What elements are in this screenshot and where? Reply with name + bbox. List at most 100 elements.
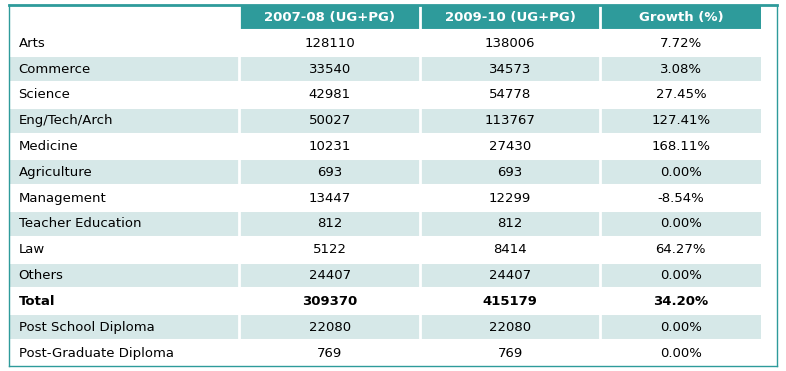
Bar [601, 289, 762, 314]
Text: 128110: 128110 [304, 37, 355, 50]
Text: 415179: 415179 [483, 295, 538, 308]
Text: 10231: 10231 [308, 140, 351, 153]
Text: 13447: 13447 [309, 191, 351, 205]
Text: 0.00%: 0.00% [660, 347, 702, 359]
Bar [9, 108, 240, 134]
Text: 693: 693 [317, 166, 342, 179]
Text: Agriculture: Agriculture [19, 166, 93, 179]
Bar [9, 237, 240, 263]
Bar [420, 5, 601, 30]
Text: 33540: 33540 [309, 63, 351, 76]
Bar [240, 263, 420, 289]
Bar [420, 263, 601, 289]
Bar [601, 56, 762, 82]
Text: 3.08%: 3.08% [659, 63, 702, 76]
Bar [420, 289, 601, 314]
Bar [601, 5, 762, 30]
Bar [420, 314, 601, 340]
Bar [9, 185, 240, 211]
Text: 309370: 309370 [302, 295, 358, 308]
Text: 0.00%: 0.00% [660, 217, 702, 230]
Bar [240, 30, 420, 56]
Bar [601, 82, 762, 108]
Text: 22080: 22080 [309, 321, 351, 334]
Text: Others: Others [19, 269, 64, 282]
Bar [601, 185, 762, 211]
Bar [420, 160, 601, 185]
Text: 22080: 22080 [489, 321, 531, 334]
Text: 0.00%: 0.00% [660, 269, 702, 282]
Bar [420, 82, 601, 108]
Bar [420, 211, 601, 237]
Bar [240, 340, 420, 366]
Text: 8414: 8414 [494, 243, 527, 256]
Text: Management: Management [19, 191, 106, 205]
Bar [601, 160, 762, 185]
Text: 50027: 50027 [309, 114, 351, 127]
Bar [240, 185, 420, 211]
Bar [420, 340, 601, 366]
Text: 769: 769 [498, 347, 523, 359]
Text: Eng/Tech/Arch: Eng/Tech/Arch [19, 114, 113, 127]
Text: 0.00%: 0.00% [660, 321, 702, 334]
Bar [601, 340, 762, 366]
Text: 7.72%: 7.72% [659, 37, 702, 50]
Text: 138006: 138006 [485, 37, 535, 50]
Bar [240, 5, 420, 30]
Text: Commerce: Commerce [19, 63, 91, 76]
Text: 812: 812 [498, 217, 523, 230]
Text: Post-Graduate Diploma: Post-Graduate Diploma [19, 347, 174, 359]
Bar [420, 134, 601, 160]
Text: 12299: 12299 [489, 191, 531, 205]
Text: 812: 812 [317, 217, 343, 230]
Bar [9, 263, 240, 289]
Text: 64.27%: 64.27% [656, 243, 706, 256]
Bar [420, 56, 601, 82]
Text: 34573: 34573 [489, 63, 531, 76]
Bar [9, 5, 240, 30]
Bar [240, 237, 420, 263]
Text: 2009-10 (UG+PG): 2009-10 (UG+PG) [445, 11, 575, 24]
Text: Arts: Arts [19, 37, 46, 50]
Bar [240, 211, 420, 237]
Text: 127.41%: 127.41% [652, 114, 711, 127]
Bar [9, 160, 240, 185]
Bar [9, 289, 240, 314]
Text: 2007-08 (UG+PG): 2007-08 (UG+PG) [264, 11, 395, 24]
Bar [420, 185, 601, 211]
Bar [9, 314, 240, 340]
Bar [9, 134, 240, 160]
Text: 168.11%: 168.11% [652, 140, 711, 153]
Bar [9, 211, 240, 237]
Text: 5122: 5122 [313, 243, 347, 256]
Bar [9, 82, 240, 108]
Text: 24407: 24407 [309, 269, 351, 282]
Bar [420, 108, 601, 134]
Text: Post School Diploma: Post School Diploma [19, 321, 154, 334]
Bar [601, 211, 762, 237]
Text: Total: Total [19, 295, 55, 308]
Text: 769: 769 [317, 347, 342, 359]
Bar [9, 340, 240, 366]
Bar [9, 30, 240, 56]
Text: 24407: 24407 [489, 269, 531, 282]
Bar [601, 108, 762, 134]
Text: Growth (%): Growth (%) [638, 11, 723, 24]
Bar [420, 237, 601, 263]
Text: Science: Science [19, 88, 71, 101]
Text: -8.54%: -8.54% [657, 191, 704, 205]
Bar [601, 237, 762, 263]
Text: 27.45%: 27.45% [656, 88, 706, 101]
Text: 54778: 54778 [489, 88, 531, 101]
Text: 693: 693 [498, 166, 523, 179]
Text: Medicine: Medicine [19, 140, 79, 153]
Bar [240, 289, 420, 314]
Bar [240, 134, 420, 160]
Bar [240, 108, 420, 134]
Bar [601, 263, 762, 289]
Bar [420, 30, 601, 56]
Bar [240, 314, 420, 340]
Bar [240, 82, 420, 108]
Text: 27430: 27430 [489, 140, 531, 153]
Bar [240, 160, 420, 185]
